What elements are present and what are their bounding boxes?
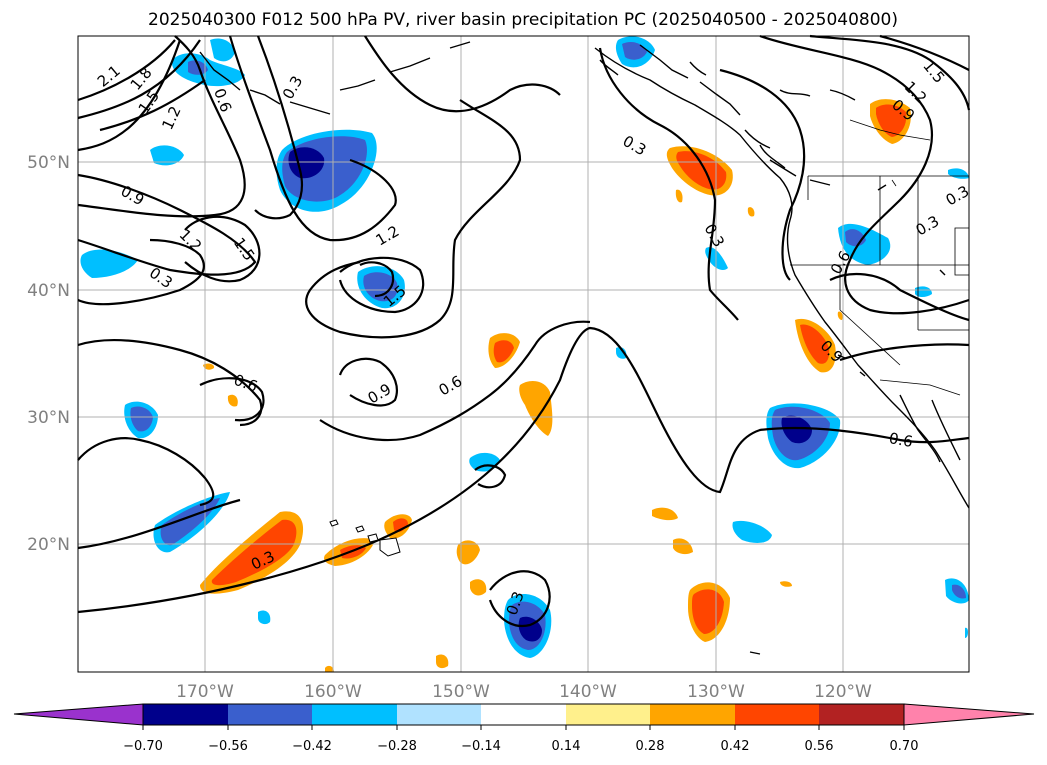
lon-label-140w: 140°W	[559, 682, 617, 702]
colorbar-tick-label: 0.42	[721, 739, 750, 754]
colorbar-extend-left	[13, 703, 144, 726]
lon-label-150w: 150°W	[432, 682, 490, 702]
lon-label-120w: 120°W	[814, 682, 872, 702]
colorbar-segment	[312, 704, 397, 725]
lat-label-30n: 30°N	[27, 408, 70, 428]
colorbar-segment	[735, 704, 819, 725]
colorbar-tick-label: −0.56	[208, 739, 248, 754]
map-title: 2025040300 F012 500 hPa PV, river basin …	[148, 10, 898, 30]
map-frame	[77, 35, 970, 673]
colorbar-extend-right	[903, 703, 1035, 726]
political-borders	[790, 119, 970, 396]
colorbar-segment	[650, 704, 735, 725]
longitude-labels: 170°W 160°W 150°W 140°W 130°W 120°W	[176, 682, 872, 702]
colorbar-tick-label: −0.70	[123, 739, 163, 754]
colorbar-tick-label: 0.14	[552, 739, 581, 754]
lat-label-50n: 50°N	[27, 153, 70, 173]
contour-label: 0.6	[888, 429, 915, 451]
lon-label-130w: 130°W	[687, 682, 745, 702]
colorbar-tick-label: 0.70	[890, 739, 919, 754]
colorbar-segment	[819, 704, 904, 725]
colorbar-tick-label: 0.28	[636, 739, 665, 754]
graticule	[78, 36, 969, 672]
latitude-labels: 50°N 40°N 30°N 20°N	[27, 153, 70, 555]
lat-label-40n: 40°N	[27, 281, 70, 301]
colorbar-tick-label: −0.14	[461, 739, 501, 754]
map-panel	[77, 34, 971, 673]
lat-label-20n: 20°N	[27, 535, 70, 555]
pv-contours	[77, 34, 971, 628]
colorbar-segment	[228, 704, 312, 725]
lon-label-160w: 160°W	[304, 682, 362, 702]
lon-label-170w: 170°W	[176, 682, 234, 702]
colorbar-segment	[481, 704, 566, 725]
coastlines	[199, 41, 970, 655]
colorbar: −0.70 −0.56 −0.42 −0.28 −0.14 0.14 0.28 …	[13, 703, 1035, 754]
colorbar-frame	[142, 703, 905, 726]
colorbar-tick-label: −0.28	[377, 739, 417, 754]
colorbar-tick-label: 0.56	[805, 739, 834, 754]
colorbar-segment	[143, 704, 228, 725]
colorbar-tick-label: −0.42	[292, 739, 332, 754]
hawaii-islands	[329, 519, 401, 557]
colorbar-segment	[566, 704, 650, 725]
colorbar-segment	[397, 704, 481, 725]
